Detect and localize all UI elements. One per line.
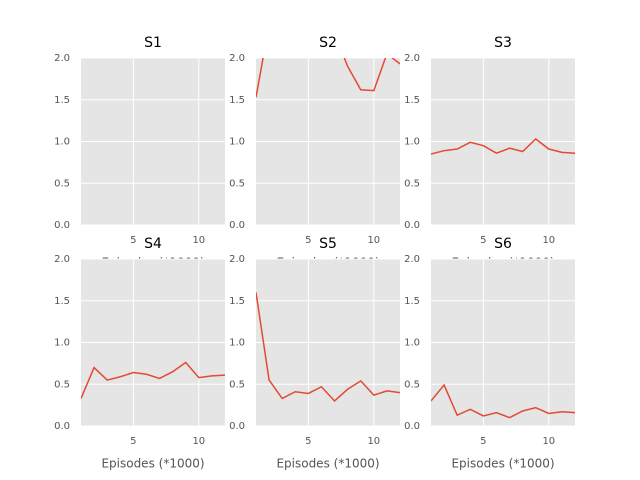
y-tick-label: 0.0 (404, 421, 420, 432)
y-tick-label: 0.0 (404, 220, 420, 231)
x-tick-label: 5 (130, 436, 136, 447)
series-line (81, 361, 225, 399)
subplot-title: S4 (144, 236, 162, 252)
x-tick-label: 5 (480, 436, 486, 447)
subplot: 0.0 0.5 1.0 1.5 2.0 5 10 S4 Episodes (*1000) (54, 236, 225, 471)
y-tick-label: 1.5 (229, 296, 245, 307)
subplot-title: S2 (319, 35, 337, 51)
x-tick-label: 5 (305, 436, 311, 447)
y-tick-label: 1.0 (404, 338, 420, 349)
y-tick-label: 0.5 (229, 379, 245, 390)
y-tick-label: 2.0 (404, 254, 420, 265)
x-tick-label: 5 (130, 235, 136, 246)
series-line (431, 138, 575, 155)
x-axis-label: Episodes (*1000) (101, 457, 204, 471)
subplot: 0.00.51.01.52.0510S1Episodes (*1000) (54, 35, 225, 270)
x-tick-label: 10 (192, 436, 205, 447)
x-tick-label: 10 (367, 235, 380, 246)
subplot: 0.0 0.5 1.0 1.5 2.0 5 10 S5 Episodes (*1000) (229, 236, 400, 471)
y-tick-label: 1.5 (54, 95, 70, 106)
y-tick-label: 1.0 (229, 338, 245, 349)
y-tick-label: 0.5 (54, 178, 70, 189)
y-tick-label: 1.0 (54, 338, 70, 349)
y-tick-label: 0.5 (54, 379, 70, 390)
subplot: 0.00.51.01.52.0510S3Episodes (*1000) (404, 35, 575, 270)
x-tick-label: 10 (192, 235, 205, 246)
subplot: 0.0 0.5 1.0 1.5 2.0 5 10 S6 Episodes (*1000) (404, 236, 575, 471)
y-tick-label: 0.0 (54, 421, 70, 432)
y-tick-label: 0.0 (229, 220, 245, 231)
subplot: 0.00.51.01.52.0510S2Episodes (*1000) (229, 35, 400, 270)
x-tick-label: 5 (480, 235, 486, 246)
y-tick-label: 1.5 (404, 296, 420, 307)
y-tick-label: 2.0 (229, 254, 245, 265)
subplot-title: S1 (144, 35, 162, 51)
x-axis-label: Episodes (*1000) (276, 457, 379, 471)
x-tick-label: 10 (542, 436, 555, 447)
x-tick-label: 5 (305, 235, 311, 246)
y-tick-label: 2.0 (229, 53, 245, 64)
x-axis-label: Episodes (*1000) (451, 457, 554, 471)
y-tick-label: 1.5 (229, 95, 245, 106)
y-tick-label: 1.0 (54, 137, 70, 148)
subplot-title: S5 (319, 236, 337, 252)
y-tick-label: 1.0 (229, 137, 245, 148)
y-tick-label: 2.0 (54, 53, 70, 64)
y-tick-label: 1.5 (54, 296, 70, 307)
x-tick-label: 10 (542, 235, 555, 246)
series-line (431, 383, 575, 419)
series-line (256, 58, 400, 98)
y-tick-label: 0.5 (229, 178, 245, 189)
x-tick-label: 10 (367, 436, 380, 447)
y-tick-label: 0.0 (54, 220, 70, 231)
series-line (256, 292, 400, 403)
subplot-title: S3 (494, 35, 512, 51)
y-tick-label: 0.5 (404, 379, 420, 390)
y-tick-label: 0.5 (404, 178, 420, 189)
y-tick-label: 2.0 (54, 254, 70, 265)
subplot-title: S6 (494, 236, 512, 252)
y-tick-label: 0.0 (229, 421, 245, 432)
y-tick-label: 2.0 (404, 53, 420, 64)
y-tick-label: 1.0 (404, 137, 420, 148)
y-tick-label: 1.5 (404, 95, 420, 106)
